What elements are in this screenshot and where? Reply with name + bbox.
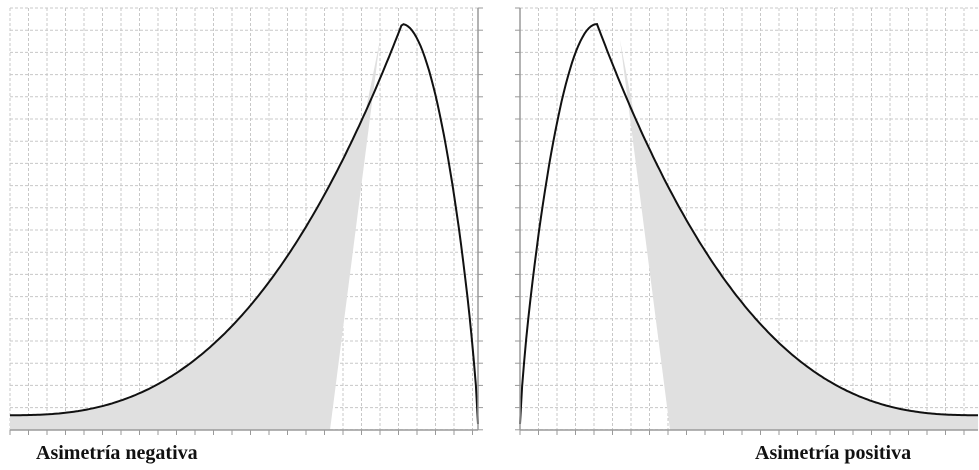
negative-skew-panel [9, 7, 483, 435]
axis-ticks [9, 7, 483, 435]
shaded-area [620, 40, 978, 430]
density-curve [10, 23, 479, 425]
density-curve [519, 23, 978, 425]
negative-skew-caption: Asimetría negativa [36, 442, 198, 464]
positive-skew-caption: Asimetría positiva [755, 442, 912, 464]
axis-ticks [515, 7, 965, 435]
grid [519, 7, 978, 431]
shaded-area [10, 40, 380, 430]
positive-skew-panel [515, 7, 978, 435]
